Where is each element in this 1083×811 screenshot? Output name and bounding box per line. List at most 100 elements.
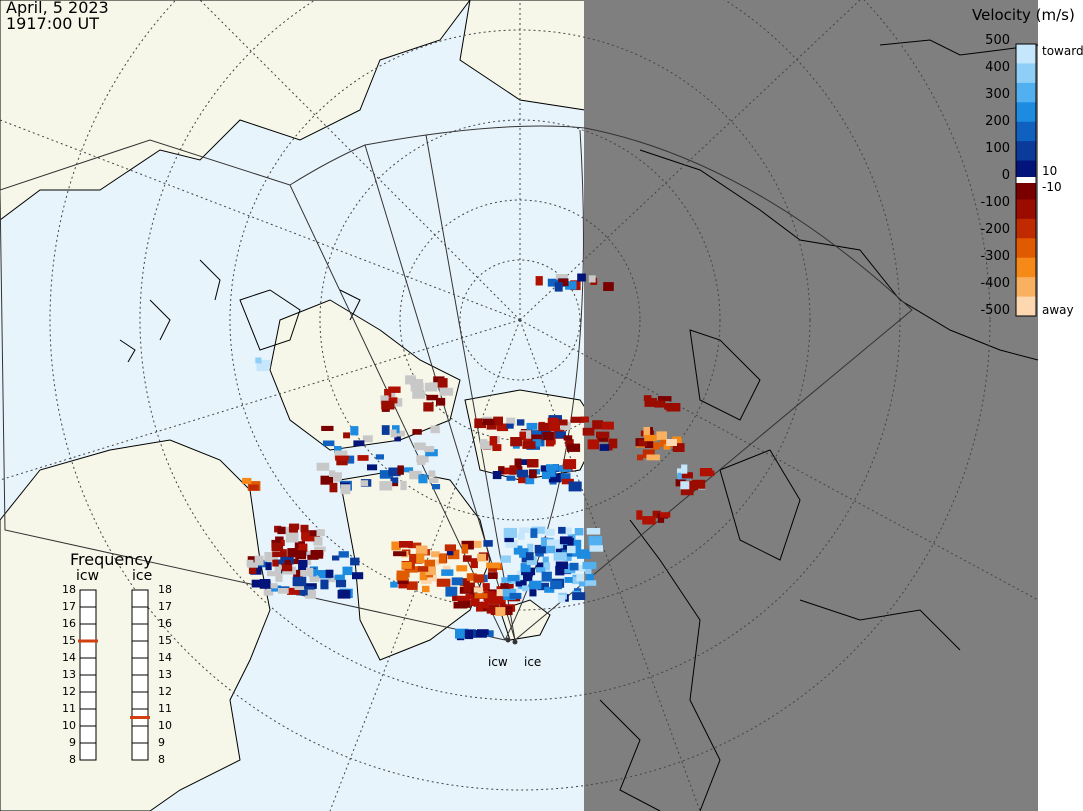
velocity-echo-cell: [516, 570, 525, 578]
velocity-echo-cell: [599, 444, 610, 451]
velocity-echo-cell: [400, 480, 407, 491]
velocity-echo-cell: [558, 278, 569, 287]
legend-tick-label: 300: [985, 87, 1010, 102]
velocity-echo-cell: [601, 421, 614, 430]
frequency-scale-label: 9: [158, 736, 165, 749]
velocity-echo-cell: [427, 574, 437, 582]
velocity-echo-cell: [480, 601, 489, 609]
velocity-echo-cell: [390, 429, 397, 438]
velocity-echo-cell: [578, 565, 587, 572]
velocity-echo-cell: [657, 396, 672, 402]
velocity-echo-cell: [401, 562, 412, 569]
velocity-echo-cell: [474, 593, 488, 599]
velocity-echo-cell: [350, 426, 359, 436]
velocity-echo-cell: [293, 569, 303, 579]
frequency-scale-label: 12: [158, 685, 172, 698]
velocity-echo-cell: [548, 424, 560, 432]
velocity-echo-cell: [506, 423, 514, 429]
legend-tick-label: -300: [980, 249, 1010, 264]
velocity-echo-cell: [270, 583, 278, 589]
velocity-echo-cell: [589, 545, 604, 552]
velocity-echo-cell: [399, 541, 413, 548]
velocity-echo-cell: [560, 421, 571, 430]
velocity-echo-cell: [246, 559, 254, 567]
velocity-echo-cell: [347, 455, 355, 464]
colorbar-segment: [1016, 238, 1036, 259]
velocity-echo-cell: [502, 588, 517, 597]
velocity-echo-cell: [550, 580, 562, 590]
velocity-echo-cell: [309, 576, 320, 582]
velocity-echo-cell: [603, 282, 614, 291]
colorbar-segment: [1016, 296, 1036, 317]
velocity-echo-cell: [384, 389, 392, 397]
legend-tick-label: 0: [1001, 168, 1010, 183]
velocity-echo-cell: [412, 429, 422, 435]
velocity-echo-cell: [292, 576, 307, 587]
velocity-echo-cell: [486, 562, 501, 569]
velocity-echo-cell: [572, 592, 586, 600]
velocity-echo-cell: [519, 527, 530, 533]
velocity-echo-cell: [596, 431, 610, 439]
frequency-scale-label: 14: [158, 651, 172, 664]
velocity-echo-cell: [636, 510, 643, 520]
velocity-echo-cell: [460, 578, 470, 586]
velocity-echo-cell: [441, 569, 454, 576]
legend-title: Velocity (m/s): [972, 6, 1075, 24]
velocity-echo-cell: [638, 439, 647, 447]
velocity-echo-cell: [592, 420, 603, 429]
velocity-echo-cell: [272, 551, 287, 558]
velocity-echo-cell: [503, 527, 517, 538]
velocity-echo-cell: [304, 583, 317, 589]
velocity-echo-cell: [428, 470, 436, 477]
velocity-echo-cell: [419, 571, 431, 581]
velocity-echo-cell: [433, 559, 440, 566]
velocity-echo-cell: [281, 563, 293, 572]
velocity-echo-cell: [430, 425, 440, 434]
colorbar-segment: [1016, 277, 1036, 298]
velocity-echo-cell: [248, 565, 257, 574]
velocity-echo-cell: [526, 422, 538, 430]
velocity-echo-cell: [586, 574, 594, 582]
velocity-echo-cell: [447, 549, 460, 560]
velocity-echo-cell: [546, 539, 561, 549]
velocity-echo-cell: [313, 536, 323, 546]
velocity-echo-cell: [496, 423, 509, 432]
frequency-scale-label: 18: [158, 583, 172, 596]
velocity-echo-cell: [388, 386, 401, 393]
velocity-echo-cell: [704, 470, 715, 476]
coastline-details: [119, 259, 361, 363]
legend-away-label: away: [1042, 303, 1074, 317]
velocity-echo-cell: [416, 455, 429, 463]
velocity-echo-cell: [417, 566, 429, 572]
velocity-echo-cell: [362, 435, 373, 443]
velocity-echo-cell: [506, 475, 516, 481]
velocity-echo-cell: [585, 569, 592, 574]
legend-tick-label: 200: [985, 114, 1010, 129]
velocity-echo-cell: [642, 516, 656, 525]
velocity-echo-cell: [271, 542, 284, 552]
velocity-echo-cell: [429, 477, 439, 483]
velocity-echo-cell: [408, 542, 422, 549]
velocity-echo-cell: [482, 418, 495, 425]
velocity-echo-cell: [515, 581, 526, 587]
legend-tick-label: 500: [985, 33, 1010, 48]
colorbar-segment: [1016, 44, 1036, 64]
velocity-echo-cell: [399, 467, 414, 473]
velocity-echo-cell: [585, 580, 597, 586]
velocity-echo-cell: [555, 274, 568, 280]
velocity-echo-cell: [274, 559, 286, 566]
velocity-echo-cell: [521, 556, 529, 563]
velocity-echo-cell: [505, 540, 518, 548]
velocity-echo-cell: [555, 544, 568, 554]
velocity-echo-cell: [569, 562, 579, 571]
time-label: 1917:00 UT: [6, 14, 100, 33]
velocity-echo-cell: [267, 571, 276, 577]
velocity-echo-cell: [654, 400, 666, 408]
velocity-echo-cell: [456, 595, 470, 601]
velocity-echo-cell: [462, 555, 472, 562]
velocity-echo-cell: [576, 573, 585, 582]
frequency-column-icw-header: icw: [76, 568, 100, 584]
velocity-echo-cell: [473, 574, 485, 583]
velocity-echo-cell: [422, 585, 430, 593]
velocity-echo-cell: [306, 551, 315, 558]
